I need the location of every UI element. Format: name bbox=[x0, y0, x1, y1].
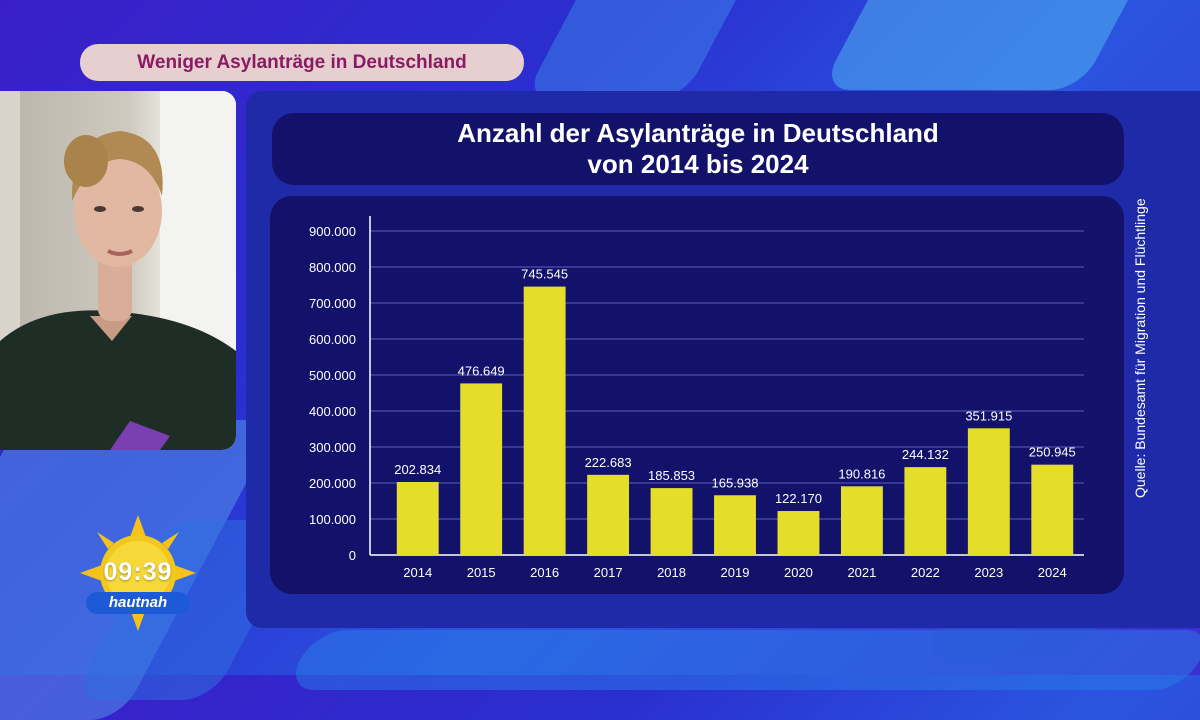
bar bbox=[523, 286, 566, 555]
bar bbox=[587, 474, 630, 555]
bar-value-label: 745.545 bbox=[521, 267, 568, 282]
bar-chart: 0 100.000 200.000 300.000 400.000 500.000 600.… bbox=[309, 216, 1084, 580]
bar-value-label: 222.683 bbox=[585, 455, 632, 470]
y-tick-label: 300.000 bbox=[309, 440, 356, 455]
bar-value-label: 351.915 bbox=[965, 408, 1012, 423]
bar-value-label: 476.649 bbox=[458, 363, 505, 378]
bar bbox=[460, 383, 503, 555]
presenter-video bbox=[0, 91, 236, 450]
x-tick-label: 2020 bbox=[784, 565, 813, 580]
bar bbox=[840, 486, 883, 555]
y-tick-label: 400.000 bbox=[309, 404, 356, 419]
x-tick-label: 2022 bbox=[911, 565, 940, 580]
clock-time: 09:39 bbox=[103, 558, 173, 586]
chart-title-line2: von 2014 bis 2024 bbox=[587, 149, 809, 179]
bar-value-label: 250.945 bbox=[1029, 445, 1076, 460]
bar-value-label: 165.938 bbox=[712, 475, 759, 490]
presenter-illustration bbox=[0, 91, 236, 450]
chart-title-bar bbox=[272, 113, 1124, 185]
y-tick-label: 800.000 bbox=[309, 260, 356, 275]
bar-value-label: 122.170 bbox=[775, 491, 822, 506]
y-tick-label: 700.000 bbox=[309, 296, 356, 311]
y-tick-label: 100.000 bbox=[309, 512, 356, 527]
x-tick-label: 2014 bbox=[403, 565, 432, 580]
chart-title: Anzahl der Asylanträge in Deutschland vo… bbox=[272, 118, 1124, 180]
x-tick-label: 2018 bbox=[657, 565, 686, 580]
bar bbox=[714, 495, 756, 555]
x-tick-label: 2016 bbox=[530, 565, 559, 580]
bg-shard bbox=[820, 0, 1160, 90]
show-tag: hautnah bbox=[86, 592, 190, 614]
bar bbox=[904, 467, 947, 555]
bar-value-label: 185.853 bbox=[648, 468, 695, 483]
bar bbox=[967, 428, 1010, 555]
x-tick-label: 2021 bbox=[847, 565, 876, 580]
source-note: Quelle: Bundesamt für Migration und Flüc… bbox=[1132, 198, 1148, 498]
bg-shard bbox=[522, 0, 758, 100]
bar bbox=[396, 481, 439, 555]
x-tick-label: 2015 bbox=[467, 565, 496, 580]
bar bbox=[650, 488, 693, 555]
bar-value-label: 202.834 bbox=[394, 462, 441, 477]
y-tick-label: 600.000 bbox=[309, 332, 356, 347]
y-tick-label: 0 bbox=[349, 548, 356, 563]
y-tick-label: 200.000 bbox=[309, 476, 356, 491]
x-tick-label: 2017 bbox=[594, 565, 623, 580]
headline-banner: Weniger Asylanträge in Deutschland bbox=[80, 44, 524, 81]
x-tick-label: 2023 bbox=[974, 565, 1003, 580]
chart-title-line1: Anzahl der Asylanträge in Deutschland bbox=[457, 118, 939, 148]
bar-value-label: 190.816 bbox=[838, 466, 885, 481]
x-tick-label: 2024 bbox=[1038, 565, 1067, 580]
y-tick-label: 500.000 bbox=[309, 368, 356, 383]
bar bbox=[777, 511, 820, 555]
bar-value-label: 244.132 bbox=[902, 447, 949, 462]
x-tick-label: 2019 bbox=[721, 565, 750, 580]
bar bbox=[1031, 464, 1074, 555]
y-tick-label: 900.000 bbox=[309, 224, 356, 239]
